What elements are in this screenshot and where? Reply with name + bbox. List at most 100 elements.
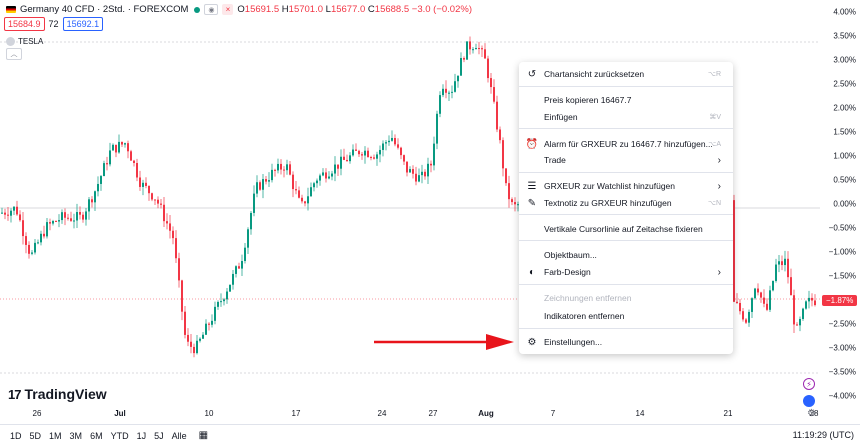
timeframe-1m[interactable]: 1M [49,430,62,441]
candle [1,207,3,214]
candle [814,294,816,307]
candle [97,176,99,197]
candle [214,301,216,325]
lightning-icon[interactable]: ⚡ [803,378,815,390]
timeframe-5j[interactable]: 5J [154,430,164,441]
candle [436,110,438,150]
candle [316,178,318,188]
candle [112,143,114,151]
candle [220,293,222,307]
symbol-title[interactable]: Germany 40 CFD · 2Std. · FOREXCOM [20,4,189,15]
candle [277,158,279,174]
compare-symbol[interactable]: TESLA [6,37,43,46]
menu-item-trade[interactable]: Trade › [544,154,721,166]
candle [793,289,795,333]
candle [100,174,102,191]
candle [265,176,267,185]
menu-item-copy-price[interactable]: Preis kopieren 16467.7 [544,95,632,105]
candle [94,190,96,211]
menu-item-settings[interactable]: ⚙ Einstellungen... [527,336,603,348]
timeframe-1j[interactable]: 1J [136,430,147,441]
candlestick-chart[interactable] [0,0,820,404]
price-axis-label: −3.00% [828,343,856,353]
candle [154,199,156,205]
candle [205,319,207,336]
candle [262,173,264,199]
candle [511,197,513,206]
timeframe-6m[interactable]: 6M [90,430,103,441]
candle [736,293,738,304]
buy-button[interactable]: 15692.1 [62,17,104,31]
candle [478,41,480,55]
menu-item-remove-indicators[interactable]: Indikatoren entfernen [544,311,625,321]
candle [136,158,138,182]
collapse-legend-button[interactable]: ︿ [6,48,22,60]
germany-flag-icon [6,6,16,13]
candle [763,289,765,308]
price-axis-label: −4.00% [828,391,856,401]
candle [73,213,75,229]
candle [235,265,237,278]
timeframe-3m[interactable]: 3M [69,430,83,441]
menu-item-reset[interactable]: ↺ Chartansicht zurücksetzen ⌥R [527,68,721,80]
chart-area[interactable] [0,0,820,404]
candle [784,250,786,272]
candles [1,36,816,358]
menu-item-watchlist[interactable]: ☰ GRXEUR zur Watchlist hinzufügen › [527,180,721,192]
candle [766,298,768,312]
timeframe-1d[interactable]: 1D [10,430,22,441]
sell-button[interactable]: 15684.9 [4,17,45,31]
menu-divider [519,172,733,173]
candle [298,186,300,199]
menu-item-paste[interactable]: Einfügen ⌘V [544,112,721,122]
candle [259,180,261,191]
timeframe-ytd[interactable]: YTD [110,430,129,441]
candle [508,175,510,208]
menu-item-object-tree[interactable]: Objektbaum... [544,250,597,260]
candle [799,316,801,332]
candle [250,210,252,235]
candle [16,200,18,216]
close-icon[interactable]: × [222,4,234,15]
chart-legend: Germany 40 CFD · 2Std. · FOREXCOM ◉ × O1… [6,4,472,15]
menu-item-vertical-cursor[interactable]: Vertikale Cursorlinie auf Zeitachse fixi… [544,224,703,234]
candle [178,252,180,288]
candle [190,334,192,354]
candle [496,95,498,133]
time-axis[interactable]: 26 Jul 10 17 24 27 Aug 7 14 21 28 [0,406,820,422]
circle-icon[interactable] [803,395,815,407]
candle [301,194,303,204]
timeframe-5d[interactable]: 5D [29,430,42,441]
eye-icon[interactable]: ◉ [204,4,219,15]
candle [391,130,393,142]
candle [778,255,780,273]
candle [238,262,240,269]
candle [433,136,435,171]
candle [484,43,486,59]
candle [328,171,330,180]
calendar-icon[interactable]: ▦ [198,430,209,441]
candle [172,226,174,245]
gear-icon: ⚙ [527,336,537,348]
clock[interactable]: 11:19:29 (UTC) [792,430,854,440]
candle [64,208,66,226]
candle [52,219,54,226]
candle [223,297,225,306]
price-change: −3.0 (−0.02%) [411,4,472,15]
candle [379,145,381,163]
candle [445,80,447,99]
gear-icon[interactable]: ⚙ [807,408,816,419]
menu-item-color-theme[interactable]: ◐ Farb-Design › [519,264,733,280]
tradingview-logo[interactable]: 17 TradingView [8,386,107,402]
time-axis-label: 24 [377,409,387,418]
price-axis[interactable]: 4.00% 3.50% 3.00% 2.50% 2.00% 1.50% 1.00% 0.50%… [820,0,860,404]
candle [118,134,120,154]
timeframe-all[interactable]: Alle [171,430,187,441]
menu-item-alarm[interactable]: ⏰ Alarm für GRXEUR zu 16467.7 hinzufügen… [525,138,721,150]
candle [55,220,57,223]
candle [226,288,228,304]
menu-item-textnote[interactable]: ✎ Textnotiz zu GRXEUR hinzufügen ⌥N [527,197,721,209]
candle [142,179,144,196]
candle [7,206,9,221]
candle [463,56,465,63]
